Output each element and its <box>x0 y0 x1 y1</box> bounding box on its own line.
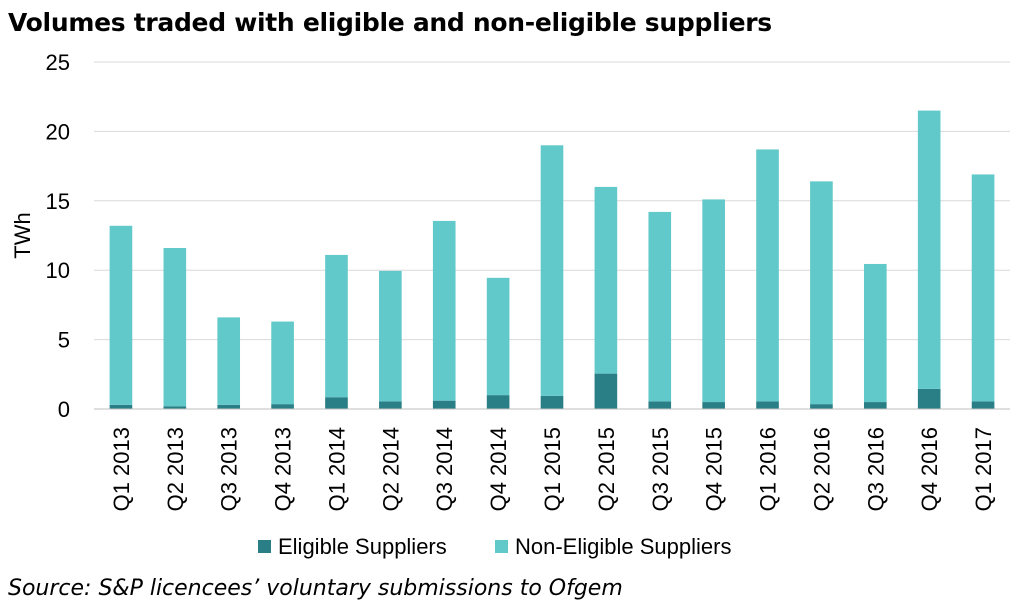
bar-segment-eligible <box>486 395 510 409</box>
bar-segment-non-eligible <box>163 247 187 407</box>
y-axis-ticks: 0 5 10 15 20 25 <box>46 50 70 422</box>
x-tick-label: Q1 2017 <box>971 427 996 511</box>
x-tick-label: Q1 2013 <box>109 427 134 511</box>
x-tick-label: Q2 2015 <box>594 427 619 511</box>
chart-title: Volumes traded with eligible and non-eli… <box>8 8 772 37</box>
bar-segment-eligible <box>702 402 725 409</box>
bar-segment-eligible <box>917 388 941 409</box>
bar-segment-non-eligible <box>594 186 618 374</box>
x-tick-label: Q2 2014 <box>378 427 403 511</box>
y-tick-label: 20 <box>46 119 70 144</box>
bar-segment-non-eligible <box>325 254 348 398</box>
bars <box>109 110 995 409</box>
bar-segment-eligible <box>756 401 779 409</box>
bar-segment-eligible <box>163 406 187 409</box>
x-tick-label: Q4 2013 <box>271 427 296 511</box>
source-note: Source: S&P licencees’ voluntary submiss… <box>8 576 623 601</box>
bar-segment-non-eligible <box>379 270 402 402</box>
bar-segment-non-eligible <box>702 199 725 403</box>
bar-segment-non-eligible <box>432 220 456 401</box>
bar-segment-eligible <box>109 404 133 409</box>
bar-segment-eligible <box>594 373 618 409</box>
legend-label: Non-Eligible Suppliers <box>515 534 731 559</box>
x-tick-label: Q2 2016 <box>809 427 834 511</box>
x-tick-label: Q3 2013 <box>217 427 242 511</box>
bar-segment-eligible <box>432 400 456 409</box>
bar-segment-non-eligible <box>648 211 672 402</box>
x-tick-label: Q3 2016 <box>863 427 888 511</box>
x-tick-label: Q1 2015 <box>540 427 565 511</box>
bar-segment-eligible <box>540 395 564 409</box>
bar-segment-non-eligible <box>109 225 133 405</box>
bar-segment-non-eligible <box>756 149 779 402</box>
y-tick-label: 0 <box>58 397 70 422</box>
bar-segment-non-eligible <box>971 174 995 402</box>
x-tick-label: Q1 2014 <box>324 427 349 511</box>
x-tick-label: Q4 2014 <box>486 427 511 511</box>
x-tick-label: Q4 2015 <box>702 427 727 511</box>
legend-label: Eligible Suppliers <box>278 534 447 559</box>
y-axis-label: TWh <box>10 212 35 258</box>
x-tick-label: Q1 2016 <box>756 427 781 511</box>
bar-segment-non-eligible <box>863 263 887 403</box>
bar-segment-non-eligible <box>217 317 241 405</box>
bar-segment-eligible <box>971 401 995 409</box>
bar-segment-eligible <box>217 404 241 409</box>
y-tick-label: 10 <box>46 258 70 283</box>
x-axis-ticks: Q1 2013 Q2 2013 Q3 2013 Q4 2013 Q1 2014 Q2 20… <box>109 427 996 511</box>
legend-swatch <box>495 540 508 553</box>
bar-segment-non-eligible <box>486 277 510 396</box>
bar-segment-eligible <box>379 401 402 409</box>
bar-segment-non-eligible <box>917 110 941 389</box>
bar-segment-non-eligible <box>810 181 833 405</box>
bar-segment-eligible <box>271 404 294 409</box>
bar-segment-eligible <box>648 401 672 409</box>
y-tick-label: 5 <box>58 328 70 353</box>
x-tick-label: Q2 2013 <box>163 427 188 511</box>
bar-segment-non-eligible <box>540 145 564 396</box>
bar-segment-eligible <box>810 404 833 409</box>
x-tick-label: Q3 2014 <box>432 427 457 511</box>
x-tick-label: Q3 2015 <box>648 427 673 511</box>
y-tick-label: 15 <box>46 189 70 214</box>
bar-segment-non-eligible <box>271 321 294 405</box>
x-tick-label: Q4 2016 <box>917 427 942 511</box>
legend: Eligible Suppliers Non-Eligible Suppliers <box>258 534 731 559</box>
bar-segment-eligible <box>325 397 348 409</box>
bar-segment-eligible <box>863 402 887 409</box>
y-tick-label: 25 <box>46 50 70 75</box>
legend-swatch <box>258 540 271 553</box>
